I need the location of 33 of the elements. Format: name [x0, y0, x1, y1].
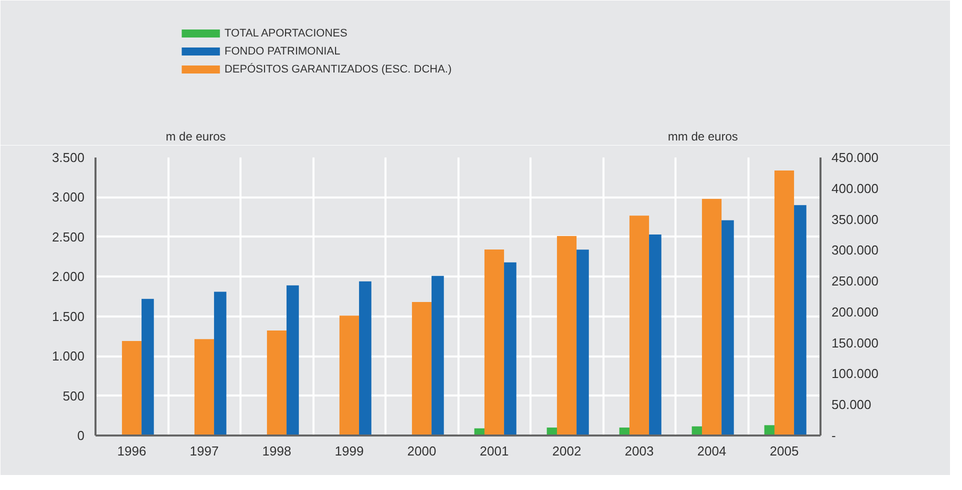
- x-tick-label: 2003: [624, 444, 654, 458]
- y2-tick-label: 300.000: [832, 242, 878, 258]
- y2-tick-label: 250.000: [832, 274, 878, 289]
- y2-tick-label: -: [832, 428, 836, 443]
- legend-label: TOTAL APORTACIONES: [224, 28, 348, 40]
- y-tick-label: 3.000: [52, 190, 85, 205]
- y2-tick-label: 200.000: [832, 304, 878, 320]
- y2-tick-label: 50.000: [832, 397, 872, 412]
- x-tick-label: 2005: [770, 444, 799, 458]
- legend-label: FONDO PATRIMONIAL: [224, 46, 340, 58]
- x-tick-label: 1997: [190, 444, 219, 458]
- y2-tick-label: 100.000: [832, 366, 878, 382]
- y2-tick-label: 150.000: [832, 335, 878, 350]
- y-tick-label: 2.500: [52, 229, 85, 244]
- y-tick-label: 2.000: [52, 269, 85, 284]
- y2-tick-label: 350.000: [832, 212, 878, 227]
- y2-tick-label: 450.000: [832, 150, 878, 165]
- y-tick-label: 0: [77, 428, 85, 443]
- y2-axis-title: mm de euros: [668, 130, 738, 144]
- x-tick-label: 1998: [262, 444, 292, 458]
- y-tick-label: 3.500: [52, 150, 85, 165]
- y-tick-label: 1.000: [52, 348, 85, 364]
- x-tick-label: 1996: [117, 444, 146, 458]
- x-tick-label: 2004: [697, 444, 726, 458]
- y-axis-title: m de euros: [166, 130, 226, 144]
- x-tick-label: 2000: [407, 444, 436, 458]
- legend-label: DEPÓSITOS GARANTIZADOS (ESC. DCHA.): [224, 62, 452, 76]
- y-tick-label: 500: [62, 388, 85, 404]
- x-tick-label: 1999: [334, 444, 364, 458]
- x-tick-label: 2001: [480, 444, 509, 458]
- y2-tick-label: 400.000: [832, 180, 878, 196]
- y-tick-label: 1.500: [52, 308, 85, 324]
- x-tick-label: 2002: [552, 444, 582, 458]
